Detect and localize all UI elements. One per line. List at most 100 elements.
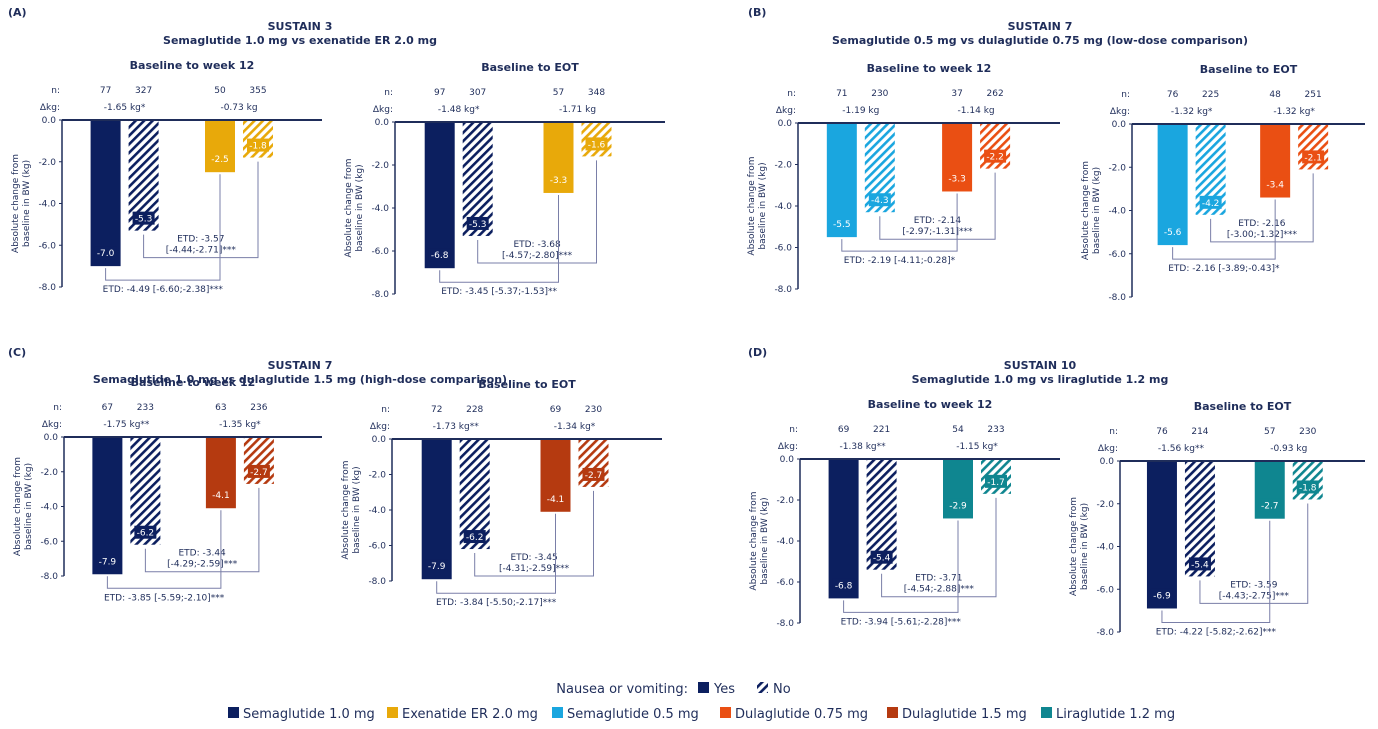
etd-yes: ETD: -3.85 [-5.59;-2.10]*** <box>104 593 225 603</box>
etd-bracket-yes <box>1161 520 1271 623</box>
bar-label: -2.7 <box>585 471 603 481</box>
bar-label-bg <box>582 467 605 481</box>
panel-label: (D) <box>748 346 767 359</box>
n-value: 233 <box>987 425 1004 435</box>
subplot-title: Baseline to EOT <box>478 378 576 391</box>
panel-title: SUSTAIN 10 <box>1004 359 1077 372</box>
panel-label: (A) <box>8 6 27 19</box>
bar-label-bg <box>209 152 231 166</box>
n-label: n: <box>51 86 60 96</box>
y-tick-label: -6.0 <box>774 244 792 254</box>
bar-label-bg <box>466 216 489 230</box>
n-label: n: <box>53 403 62 413</box>
dkg-value: -1.48 kg* <box>438 105 480 115</box>
y-tick-label: -4.0 <box>774 202 792 212</box>
etd-no-line1: ETD: -3.68 <box>513 240 561 250</box>
y-axis-label: Absolute change frombaseline in BW (kg) <box>344 158 365 257</box>
etd-no-line1: ETD: -3.59 <box>1230 580 1278 590</box>
bar-label-bg <box>209 488 232 502</box>
etd-bracket-yes <box>436 513 556 594</box>
bar-yes <box>92 437 123 575</box>
dkg-value: -1.35 kg* <box>219 420 261 430</box>
panel-subtitle: Semaglutide 1.0 mg vs exenatide ER 2.0 m… <box>163 34 437 47</box>
bar-label: -4.2 <box>1202 199 1220 209</box>
y-tick-label: -2.0 <box>1108 163 1126 173</box>
y-tick-label: 0.0 <box>1112 120 1127 130</box>
bar-label-bg <box>985 474 1007 488</box>
n-value: 230 <box>1299 427 1316 437</box>
bar-label-bg <box>870 550 893 564</box>
dkg-value: -1.32 kg* <box>1171 107 1213 117</box>
y-tick-label: -6.0 <box>40 537 58 547</box>
bar-label-bg <box>1150 588 1173 602</box>
etd-no-line1: ETD: -3.71 <box>915 574 962 584</box>
y-tick-label: -8.0 <box>371 290 389 300</box>
bar-label-bg <box>947 498 969 512</box>
etd-bracket-no <box>144 487 260 573</box>
legend-swatch <box>552 707 563 718</box>
subplot-title: Baseline to EOT <box>1194 400 1292 413</box>
legend-nausea-label: Nausea or vomiting: <box>556 682 688 697</box>
y-tick-label: -2.0 <box>371 161 389 171</box>
bar-label-bg <box>96 554 119 568</box>
dkg-label: Δkg: <box>1098 444 1118 454</box>
dkg-value: -1.65 kg* <box>104 103 146 113</box>
dkg-value: -1.32 kg* <box>1273 107 1315 117</box>
y-axis-label: Absolute change frombaseline in BW (kg) <box>747 156 768 255</box>
panel-label: (B) <box>748 6 766 19</box>
bar-label-bg <box>1199 195 1222 209</box>
y-tick-label: -6.0 <box>1096 585 1114 595</box>
etd-no-line2: [-4.43;-2.75]*** <box>1219 591 1290 601</box>
bar-label-bg <box>946 171 969 185</box>
bar-label: -4.3 <box>871 196 889 206</box>
bar-label: -5.3 <box>135 215 153 225</box>
y-tick-label: -4.0 <box>776 537 794 547</box>
bar-label-bg <box>1188 557 1211 571</box>
dkg-label: Δkg: <box>370 422 390 432</box>
n-value: 327 <box>135 86 152 96</box>
n-value: 71 <box>836 89 847 99</box>
dkg-value: -1.34 kg* <box>554 422 596 432</box>
etd-bracket-no <box>143 161 259 259</box>
y-tick-label: -6.0 <box>371 247 389 257</box>
n-value: 76 <box>1167 90 1179 100</box>
y-tick-label: -8.0 <box>38 283 56 293</box>
bar-label-bg <box>984 149 1007 163</box>
etd-bracket-yes <box>841 193 958 252</box>
n-value: 48 <box>1269 90 1281 100</box>
y-tick-label: -6.0 <box>368 542 386 552</box>
n-value: 76 <box>1156 427 1168 437</box>
n-value: 57 <box>1264 427 1275 437</box>
n-label: n: <box>789 425 798 435</box>
y-axis-label: Absolute change frombaseline in BW (kg) <box>341 460 362 559</box>
legend-yes-label: Yes <box>713 682 735 697</box>
y-axis-label-line1: Absolute change from <box>1081 161 1091 260</box>
y-axis-label-line1: Absolute change from <box>13 457 23 556</box>
n-value: 355 <box>249 86 266 96</box>
etd-yes: ETD: -4.22 [-5.82;-2.62]*** <box>1156 627 1277 637</box>
etd-no-line2: [-3.00;-1.32]*** <box>1227 230 1298 240</box>
legend-item-label: Exenatide ER 2.0 mg <box>402 707 538 722</box>
n-label: n: <box>1109 427 1118 437</box>
chart-0-1: Baseline to EOT n: Δkg: Absolute change fro… <box>344 61 665 300</box>
y-tick-label: -8.0 <box>1096 628 1114 638</box>
dkg-value: -1.56 kg** <box>1158 444 1205 454</box>
bar-label-bg <box>134 525 157 539</box>
bar-label: -6.2 <box>466 533 484 543</box>
legend: Nausea or vomiting: Yes No Semaglutide 1.0 … <box>228 682 1175 722</box>
y-axis-label-line1: Absolute change from <box>341 460 351 559</box>
y-axis-label-line1: Absolute change from <box>11 154 21 253</box>
n-label: n: <box>1121 90 1130 100</box>
etd-yes: ETD: -3.94 [-5.61;-2.28]*** <box>841 617 962 627</box>
bar-label-bg <box>868 193 891 207</box>
bar-label: -1.7 <box>987 478 1005 488</box>
n-label: n: <box>787 89 796 99</box>
y-tick-label: 0.0 <box>375 118 390 128</box>
dkg-label: Δkg: <box>40 103 60 113</box>
dkg-label: Δkg: <box>776 106 796 116</box>
y-axis-label-line2: baseline in BW (kg) <box>760 497 770 584</box>
legend-swatch <box>887 707 898 718</box>
bar-label-bg <box>132 211 155 225</box>
bar-label: -2.5 <box>211 155 229 165</box>
bar-label: -2.9 <box>949 501 967 511</box>
